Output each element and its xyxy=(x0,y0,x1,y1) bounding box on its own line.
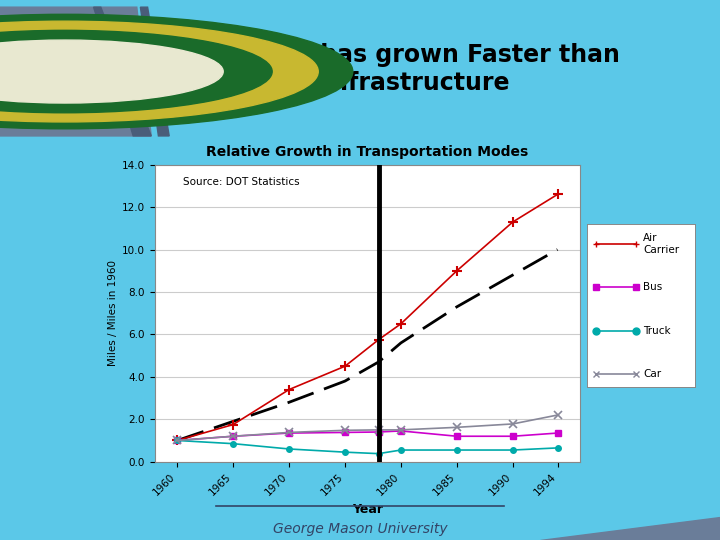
Polygon shape xyxy=(0,7,151,136)
Text: Source: DOT Statistics: Source: DOT Statistics xyxy=(183,178,300,187)
Text: Air
Carrier: Air Carrier xyxy=(643,233,679,254)
Text: Bus: Bus xyxy=(643,282,662,292)
Text: Truck: Truck xyxy=(643,326,671,336)
Circle shape xyxy=(0,30,272,113)
Circle shape xyxy=(0,14,353,129)
Text: Demand has grown Faster than
National Infrastructure: Demand has grown Faster than National In… xyxy=(202,43,619,94)
Circle shape xyxy=(0,21,318,122)
Text: George Mason University: George Mason University xyxy=(273,522,447,536)
X-axis label: Year: Year xyxy=(352,503,383,516)
Polygon shape xyxy=(140,7,169,136)
Polygon shape xyxy=(540,517,720,540)
Y-axis label: Miles / Miles in 1960: Miles / Miles in 1960 xyxy=(108,260,118,366)
Circle shape xyxy=(0,40,223,103)
Polygon shape xyxy=(94,7,151,136)
Title: Relative Growth in Transportation Modes: Relative Growth in Transportation Modes xyxy=(206,145,528,159)
Text: Car: Car xyxy=(643,369,661,380)
